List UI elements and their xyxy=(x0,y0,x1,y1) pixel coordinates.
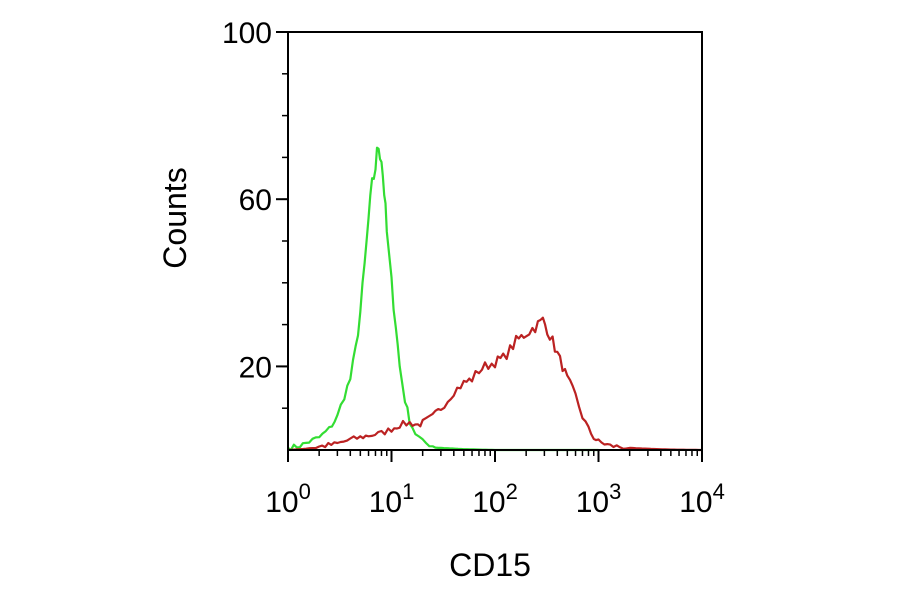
plot-frame xyxy=(287,31,703,451)
series-line-1 xyxy=(287,316,702,452)
x-tick-label: 104 xyxy=(679,479,725,519)
x-tick-label: 102 xyxy=(472,479,518,519)
series-line-0 xyxy=(287,146,599,452)
y-tick-label: 60 xyxy=(239,184,272,217)
y-tick-label: 20 xyxy=(239,351,272,384)
tick-layer: 20 60 100 100 101 102 103 104 xyxy=(222,17,725,519)
series-layer xyxy=(287,146,702,452)
y-tick-label: 100 xyxy=(222,17,272,50)
x-tick-label: 103 xyxy=(576,479,622,519)
x-tick-label: 100 xyxy=(265,479,311,519)
x-tick-label: 101 xyxy=(369,479,415,519)
x-axis-title: CD15 xyxy=(449,547,531,583)
y-axis-title: Counts xyxy=(157,167,193,268)
